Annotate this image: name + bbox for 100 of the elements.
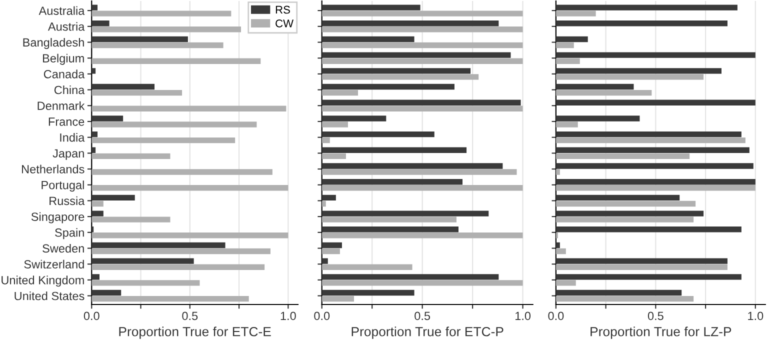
y-tick-label: Switzerland bbox=[24, 260, 84, 268]
bar bbox=[556, 74, 704, 80]
y-tick-label: Australia bbox=[38, 6, 85, 15]
bar bbox=[556, 36, 588, 42]
bar bbox=[322, 248, 340, 254]
bar bbox=[92, 210, 104, 216]
bar bbox=[92, 185, 288, 191]
bar bbox=[322, 258, 328, 264]
bar bbox=[322, 137, 330, 144]
bar bbox=[322, 264, 412, 270]
bar bbox=[556, 226, 742, 232]
bar bbox=[556, 4, 738, 10]
bar bbox=[322, 20, 499, 26]
bar bbox=[322, 163, 503, 169]
bar bbox=[92, 90, 182, 96]
bar bbox=[556, 131, 742, 138]
bar bbox=[556, 137, 746, 144]
bar bbox=[322, 274, 499, 280]
bar bbox=[556, 122, 578, 128]
bar bbox=[556, 179, 756, 185]
bar bbox=[322, 36, 414, 42]
bar bbox=[92, 36, 188, 42]
bar bbox=[556, 280, 576, 286]
bar bbox=[92, 258, 194, 264]
y-tick-label: Sweden bbox=[42, 244, 84, 253]
bar bbox=[322, 153, 346, 160]
bar bbox=[322, 106, 523, 112]
bar bbox=[92, 194, 135, 201]
y-tick-label: Russia bbox=[50, 196, 85, 206]
bar bbox=[556, 42, 574, 48]
x-axis-title: Proportion True for ETC-P bbox=[352, 326, 504, 339]
bar bbox=[556, 20, 728, 26]
bar bbox=[322, 74, 479, 80]
x-tick-label: 0.0 bbox=[314, 312, 330, 320]
bar bbox=[556, 242, 560, 248]
bar bbox=[92, 58, 261, 64]
x-tick-label: 0.5 bbox=[182, 312, 198, 320]
bar bbox=[322, 42, 523, 48]
bar bbox=[556, 116, 640, 122]
bar bbox=[92, 248, 270, 254]
bar bbox=[556, 290, 682, 296]
bar bbox=[556, 84, 634, 90]
x-axis-title: Proportion True for LZ-P bbox=[590, 326, 732, 339]
bar bbox=[92, 10, 232, 16]
y-tick-label: Japan bbox=[52, 149, 84, 160]
bar bbox=[92, 131, 98, 138]
bar bbox=[322, 68, 471, 74]
bar bbox=[556, 274, 742, 280]
bar bbox=[556, 194, 680, 201]
bar bbox=[322, 185, 523, 191]
y-tick-label: Singapore bbox=[31, 212, 84, 224]
bar bbox=[322, 100, 521, 106]
bar bbox=[322, 84, 454, 90]
bar bbox=[556, 147, 750, 154]
bar bbox=[92, 137, 236, 144]
bar bbox=[322, 10, 523, 16]
bar bbox=[556, 185, 756, 191]
legend-label: RS bbox=[276, 6, 290, 14]
y-tick-label: Belgium bbox=[43, 54, 84, 65]
bar bbox=[322, 296, 354, 302]
bar bbox=[322, 122, 348, 128]
bar bbox=[556, 264, 728, 270]
bar bbox=[322, 52, 511, 58]
bar bbox=[92, 153, 170, 160]
bar bbox=[322, 147, 467, 154]
bar bbox=[322, 179, 463, 185]
bar bbox=[556, 200, 696, 207]
bar bbox=[556, 296, 694, 302]
y-tick-label: France bbox=[48, 118, 84, 126]
bar bbox=[556, 163, 754, 169]
bar bbox=[92, 242, 226, 248]
bar bbox=[322, 169, 517, 175]
bar bbox=[92, 68, 96, 74]
bar bbox=[322, 26, 523, 32]
y-tick-label: China bbox=[54, 86, 85, 94]
bar bbox=[322, 280, 523, 286]
bar bbox=[556, 248, 566, 254]
y-tick-label: Spain bbox=[55, 228, 84, 240]
bar bbox=[92, 290, 122, 296]
bar bbox=[556, 210, 704, 216]
bar bbox=[92, 274, 100, 280]
legend-label: CW bbox=[276, 19, 294, 28]
y-tick-label: Portugal bbox=[42, 180, 84, 192]
bar bbox=[322, 4, 420, 10]
x-tick-label: 0.0 bbox=[548, 312, 564, 320]
bar bbox=[92, 106, 286, 112]
bar bbox=[322, 200, 326, 207]
bar bbox=[92, 4, 98, 10]
bar bbox=[322, 131, 434, 138]
x-tick-label: 1.0 bbox=[280, 312, 296, 320]
bar bbox=[322, 194, 336, 201]
bar bbox=[556, 68, 722, 74]
bar bbox=[322, 242, 342, 248]
x-tick-label: 0.0 bbox=[84, 312, 100, 320]
bar bbox=[556, 216, 694, 222]
bar bbox=[556, 10, 596, 16]
bar bbox=[322, 116, 386, 122]
x-tick-label: 1.0 bbox=[748, 312, 764, 320]
bar bbox=[92, 232, 288, 238]
bar bbox=[556, 153, 690, 160]
